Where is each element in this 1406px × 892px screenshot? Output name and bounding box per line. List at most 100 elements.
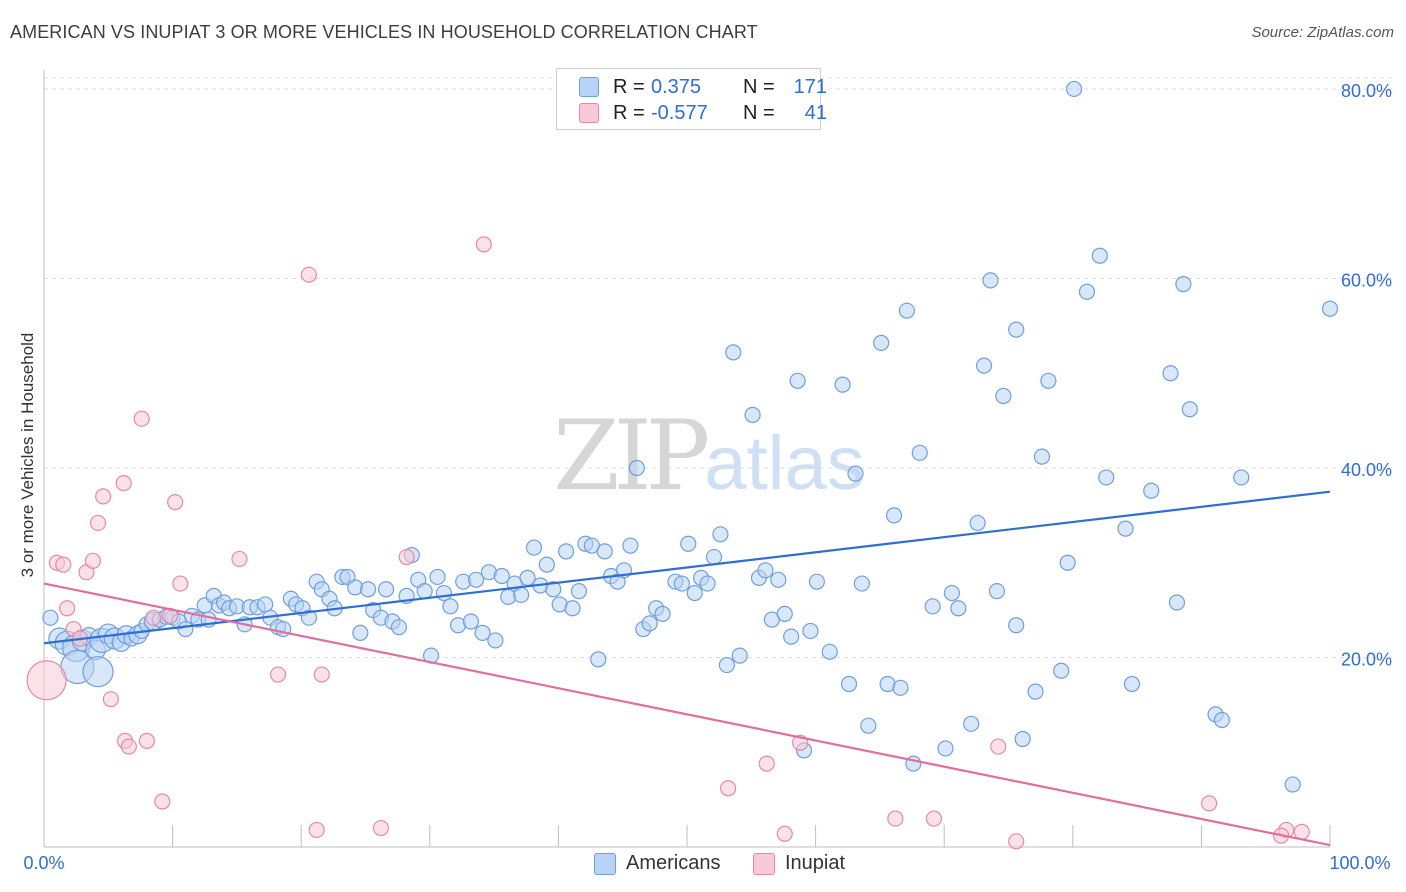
american-point <box>725 344 742 361</box>
inupiat-point <box>720 780 737 797</box>
american-point <box>1181 401 1198 418</box>
american-point <box>705 548 723 566</box>
american-point <box>1117 520 1134 537</box>
inupiat-point <box>167 493 184 511</box>
american-point <box>840 675 858 693</box>
american-point <box>1143 482 1160 499</box>
american-point <box>352 624 369 641</box>
american-point <box>545 581 562 598</box>
american-point <box>718 656 735 674</box>
n-label: N = <box>743 75 775 98</box>
american-point <box>177 620 194 638</box>
american-point <box>442 598 459 615</box>
american-point <box>1053 662 1070 679</box>
inupiat-point <box>1201 795 1218 812</box>
y-tick-label: 60.0% <box>1341 270 1392 290</box>
american-point <box>1078 283 1096 300</box>
american-point <box>834 376 851 393</box>
american-point <box>1040 372 1057 389</box>
y-tick-label: 80.0% <box>1341 81 1392 101</box>
chart-title: AMERICAN VS INUPIAT 3 OR MORE VEHICLES I… <box>10 22 758 42</box>
y-tick-label: 40.0% <box>1341 460 1392 480</box>
american-point <box>847 465 864 482</box>
inupiat-point <box>59 600 76 617</box>
american-point <box>390 619 408 636</box>
american-point <box>873 334 890 351</box>
americans-legend-swatch <box>594 852 616 875</box>
y-axis-label: 3 or more Vehicles in Household <box>18 332 37 578</box>
american-point <box>1123 675 1141 693</box>
american-point <box>300 609 318 626</box>
american-point <box>82 656 114 688</box>
american-point <box>487 632 504 649</box>
legend-label-inupiat: Inupiat <box>785 852 846 874</box>
inupiat-point <box>925 810 943 827</box>
watermark-atlas: atlas <box>704 421 865 506</box>
american-point <box>429 568 446 586</box>
inupiat-trend-line <box>43 582 1331 847</box>
american-point <box>467 571 485 588</box>
inupiat-point <box>89 514 107 532</box>
inupiat-point <box>758 755 775 772</box>
american-point <box>673 575 690 592</box>
inupiat-point <box>154 793 171 810</box>
american-point <box>538 556 555 573</box>
american-point <box>744 406 761 424</box>
american-point <box>686 584 703 602</box>
american-point <box>911 444 928 461</box>
y-tick-label: 20.0% <box>1341 649 1392 669</box>
american-point <box>988 583 1006 600</box>
r-label: R = <box>613 101 645 124</box>
american-point <box>416 583 433 600</box>
american-point <box>995 387 1012 405</box>
trend-lines <box>43 490 1331 847</box>
american-point <box>493 567 510 585</box>
n-value: 171 <box>793 75 827 98</box>
american-point <box>1213 711 1231 729</box>
inupiat-point <box>475 236 492 253</box>
r-value: 0.375 <box>651 75 702 98</box>
american-point <box>783 628 800 645</box>
x-tick-label: 100.0% <box>1329 853 1390 873</box>
american-point <box>641 615 658 632</box>
n-value: 41 <box>804 101 827 124</box>
legend-item-americans[interactable]: Americans <box>594 852 720 875</box>
american-point <box>1233 469 1250 486</box>
american-point <box>776 605 793 623</box>
legend-item-inupiat[interactable]: Inupiat <box>753 852 845 875</box>
american-point <box>892 679 909 696</box>
inupiat-point <box>308 821 325 839</box>
american-point <box>1321 300 1339 317</box>
american-point <box>1014 730 1031 748</box>
american-point <box>570 583 588 600</box>
american-point <box>377 581 395 598</box>
inupiat-point <box>133 410 150 427</box>
american-point <box>885 507 903 524</box>
american-point <box>821 643 838 660</box>
american-point <box>1065 80 1083 98</box>
american-point <box>712 526 729 543</box>
inupiat-point <box>398 548 415 566</box>
inupiat-point <box>172 575 189 592</box>
american-point <box>558 543 575 560</box>
american-point <box>474 624 491 641</box>
inupiat-legend-swatch <box>753 852 775 875</box>
american-point <box>590 651 607 668</box>
american-point <box>950 600 967 617</box>
american-point <box>982 272 999 289</box>
american-point <box>596 543 613 560</box>
inupiat-point <box>887 810 904 827</box>
tick-labels: 20.0% 40.0% 60.0% 80.0% 0.0% 100.0% <box>23 81 1392 873</box>
american-point <box>1033 448 1051 465</box>
r-label: R = <box>613 75 645 98</box>
american-point <box>513 586 530 604</box>
american-point <box>731 647 748 664</box>
inupiat-point <box>120 738 137 755</box>
american-point <box>42 609 59 626</box>
inupiat-point <box>990 738 1007 755</box>
american-point <box>924 598 941 615</box>
grid-lines <box>44 77 1392 658</box>
american-point <box>802 622 819 640</box>
american-point <box>757 562 774 579</box>
